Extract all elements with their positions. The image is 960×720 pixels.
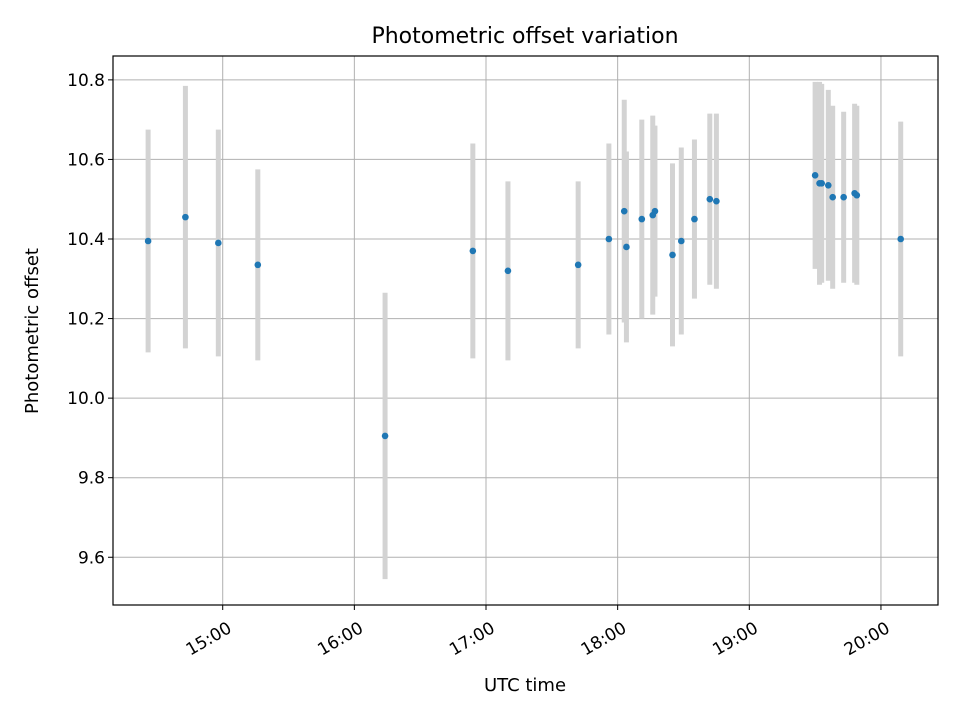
y-tick-label: 9.6 [78,548,105,568]
data-point [853,191,861,199]
y-tick-label: 9.8 [78,469,105,489]
data-point [897,235,904,243]
plot-frame [112,55,939,606]
grid [113,56,938,605]
data-point [824,181,832,189]
data-point [638,215,646,223]
data-point [691,215,698,223]
y-axis-label: Photometric offset [22,248,43,414]
data-point [669,251,676,259]
y-tick-label: 10.4 [67,230,105,250]
data-points [144,172,904,440]
data-point [829,193,836,201]
x-axis-label: UTC time [484,675,566,696]
data-point [620,207,628,215]
data-point [818,180,826,187]
data-point [182,213,189,221]
data-point [677,237,685,245]
y-tick-label: 10.0 [67,389,105,409]
data-point [215,239,222,247]
data-point [144,237,152,245]
data-point [713,197,720,205]
data-point [651,207,659,215]
data-point [623,243,630,251]
data-point [254,261,262,269]
data-point [469,247,477,255]
data-point [811,172,819,179]
data-point [574,261,582,269]
data-point [504,267,512,275]
data-point [840,193,847,201]
y-tick-label: 10.6 [67,150,105,170]
data-point [381,432,389,440]
y-axis-ticks: 9.6 9.8 10.0 10.2 10.4 10.6 10.8 [67,71,113,568]
data-point [706,195,714,203]
y-tick-label: 10.2 [67,310,105,330]
data-point [605,235,613,243]
y-tick-label: 10.8 [67,71,105,91]
chart-title: Photometric offset variation [371,24,678,49]
